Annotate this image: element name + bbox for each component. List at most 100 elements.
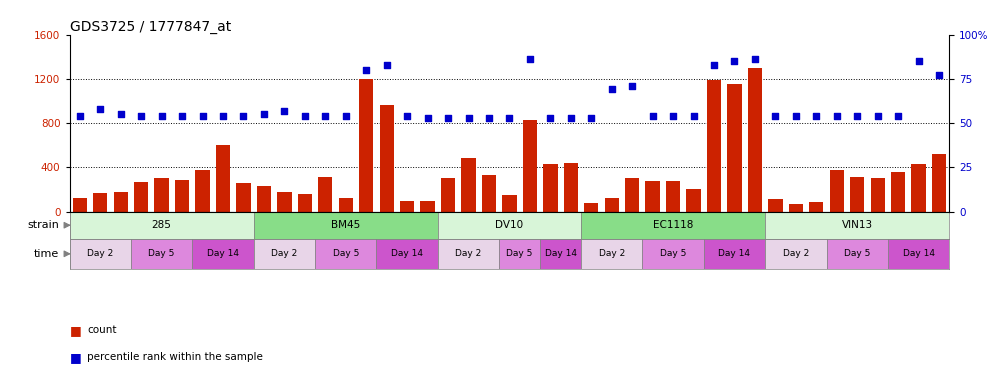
Bar: [437, 239, 499, 269]
Bar: [196, 170, 210, 212]
Bar: [932, 154, 946, 212]
Point: [419, 115, 435, 121]
Point: [92, 106, 108, 112]
Text: Day 14: Day 14: [903, 249, 934, 258]
Bar: [604, 198, 619, 212]
Bar: [747, 68, 762, 212]
Bar: [788, 204, 803, 212]
Bar: [540, 239, 581, 269]
Bar: [543, 164, 558, 212]
Point: [645, 113, 661, 119]
Point: [338, 113, 354, 119]
Text: percentile rank within the sample: percentile rank within the sample: [87, 352, 263, 362]
Text: Day 5: Day 5: [660, 249, 686, 258]
Bar: [253, 239, 315, 269]
Text: VIN13: VIN13: [842, 220, 873, 230]
Bar: [237, 183, 250, 212]
Text: Day 14: Day 14: [545, 249, 577, 258]
Text: BM45: BM45: [331, 220, 361, 230]
Point: [72, 113, 87, 119]
Text: Day 5: Day 5: [844, 249, 871, 258]
Bar: [728, 84, 742, 212]
Point: [686, 113, 702, 119]
Point: [891, 113, 907, 119]
Point: [154, 113, 170, 119]
Point: [563, 115, 579, 121]
Bar: [827, 239, 888, 269]
Bar: [581, 239, 642, 269]
Point: [317, 113, 333, 119]
Point: [379, 61, 395, 68]
Text: count: count: [87, 325, 117, 335]
Point: [829, 113, 845, 119]
Text: GDS3725 / 1777847_at: GDS3725 / 1777847_at: [70, 20, 231, 33]
Bar: [765, 239, 827, 269]
Text: Day 2: Day 2: [782, 249, 809, 258]
Point: [195, 113, 211, 119]
Point: [767, 113, 783, 119]
Text: strain: strain: [28, 220, 60, 230]
Point: [256, 111, 272, 117]
Bar: [297, 194, 312, 212]
Point: [174, 113, 190, 119]
Bar: [523, 120, 537, 212]
Bar: [192, 239, 253, 269]
Point: [112, 111, 128, 117]
Bar: [154, 178, 169, 212]
Bar: [277, 192, 291, 212]
Bar: [499, 239, 540, 269]
Point: [727, 58, 743, 64]
Point: [276, 108, 292, 114]
Point: [870, 113, 886, 119]
Point: [788, 113, 804, 119]
Bar: [377, 239, 437, 269]
Bar: [625, 179, 639, 212]
Bar: [704, 239, 765, 269]
Text: Day 14: Day 14: [391, 249, 423, 258]
Text: time: time: [34, 249, 60, 259]
Text: Day 5: Day 5: [148, 249, 175, 258]
Bar: [339, 198, 353, 212]
Bar: [437, 212, 581, 239]
Bar: [216, 145, 231, 212]
Point: [583, 115, 599, 121]
Point: [440, 115, 456, 121]
Text: Day 14: Day 14: [207, 249, 239, 258]
Text: ■: ■: [70, 324, 82, 337]
Bar: [645, 180, 660, 212]
Point: [706, 61, 722, 68]
Text: 285: 285: [152, 220, 172, 230]
Bar: [175, 180, 189, 212]
Point: [236, 113, 251, 119]
Bar: [830, 170, 844, 212]
Bar: [256, 186, 271, 212]
Text: ■: ■: [70, 351, 82, 364]
Bar: [666, 181, 680, 212]
Point: [297, 113, 313, 119]
Bar: [502, 195, 517, 212]
Bar: [891, 172, 906, 212]
Point: [400, 113, 415, 119]
Bar: [911, 164, 925, 212]
Bar: [461, 159, 476, 212]
Point: [911, 58, 926, 64]
Bar: [687, 189, 701, 212]
Bar: [584, 203, 598, 212]
Bar: [380, 105, 394, 212]
Bar: [318, 177, 332, 212]
Bar: [564, 163, 578, 212]
Point: [746, 56, 762, 63]
Bar: [482, 175, 496, 212]
Point: [502, 115, 518, 121]
Bar: [400, 200, 414, 212]
Bar: [809, 202, 823, 212]
Bar: [131, 239, 192, 269]
Bar: [113, 192, 128, 212]
Point: [358, 67, 374, 73]
Bar: [420, 201, 434, 212]
Text: Day 5: Day 5: [507, 249, 533, 258]
Text: EC1118: EC1118: [653, 220, 693, 230]
Bar: [70, 212, 253, 239]
Bar: [441, 179, 455, 212]
Point: [931, 72, 947, 78]
